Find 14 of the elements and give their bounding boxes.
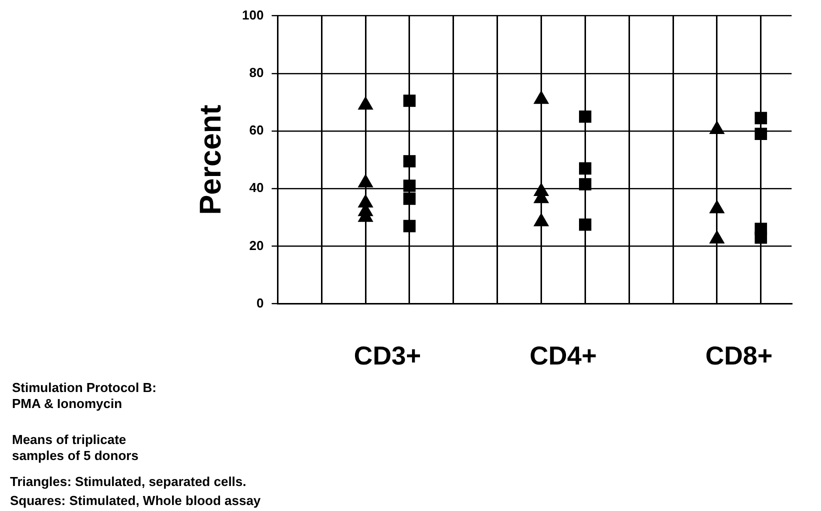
y-tick-label: 20 bbox=[249, 238, 264, 253]
y-tick-label: 60 bbox=[249, 122, 264, 138]
text: Squares: Stimulated, Whole blood assay bbox=[10, 493, 261, 509]
y-tick-label: 80 bbox=[249, 64, 264, 80]
x-tick-label: CD4+ bbox=[530, 340, 597, 371]
text: Stimulation Protocol B: PMA & Ionomycin bbox=[12, 380, 156, 412]
text: Triangles: Stimulated, separated cells. bbox=[10, 474, 246, 490]
x-tick-label: CD3+ bbox=[354, 340, 422, 371]
y-tick-label: 100 bbox=[242, 7, 264, 22]
y-axis-title: Percent bbox=[194, 104, 228, 215]
y-tick-label: 40 bbox=[249, 180, 264, 196]
text: Means of triplicate samples of 5 donors bbox=[12, 432, 138, 464]
y-tick-label: 0 bbox=[256, 295, 264, 310]
x-tick-label: CD8+ bbox=[705, 340, 773, 371]
